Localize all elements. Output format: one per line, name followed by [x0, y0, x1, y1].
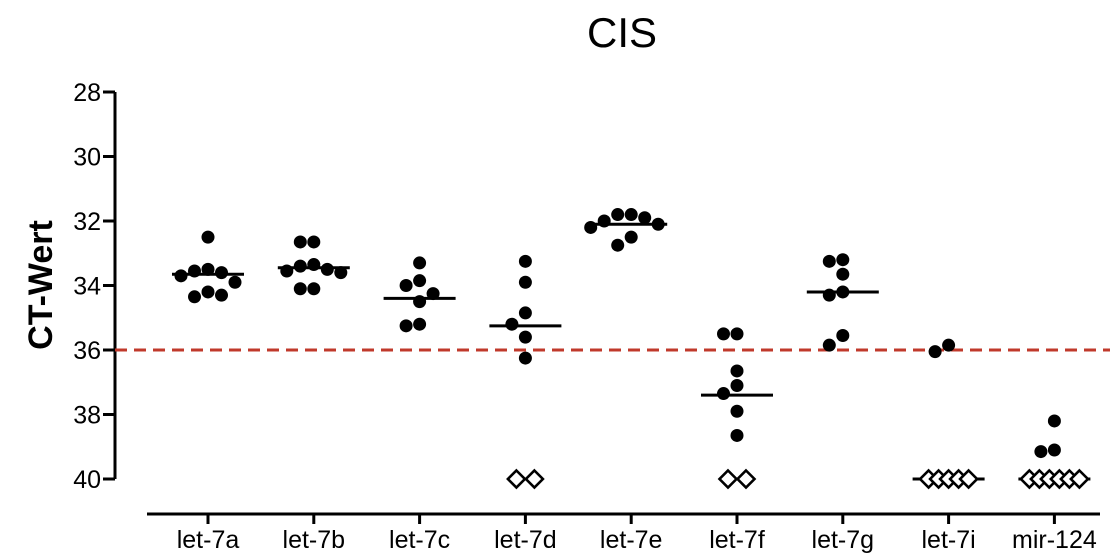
data-point	[399, 319, 413, 333]
data-point	[518, 275, 532, 289]
x-tick-label: mir-124	[1012, 526, 1097, 554]
data-point	[307, 235, 321, 249]
data-point	[836, 285, 850, 299]
data-point	[188, 290, 201, 304]
data-point	[1047, 443, 1061, 457]
data-point	[518, 306, 532, 320]
y-axis-label: CT-Wert	[22, 220, 60, 350]
data-point	[307, 258, 321, 272]
data-point	[201, 285, 215, 299]
data-point	[320, 262, 334, 276]
undetected-point	[506, 468, 527, 490]
data-point	[307, 282, 321, 296]
data-point	[215, 266, 228, 280]
data-point	[822, 254, 836, 268]
data-point	[730, 378, 744, 392]
y-tick-label: 34	[73, 273, 101, 301]
data-point	[717, 327, 730, 341]
data-point	[518, 330, 532, 344]
data-point	[174, 269, 188, 283]
data-point	[293, 235, 307, 249]
data-point	[730, 404, 744, 418]
data-point	[611, 208, 625, 222]
data-point	[836, 253, 850, 267]
undetected-point	[958, 468, 979, 490]
y-tick-label: 30	[73, 144, 101, 172]
data-point	[730, 364, 744, 378]
undetected-point	[717, 468, 739, 490]
data-point	[1047, 414, 1061, 428]
data-point	[822, 338, 836, 352]
x-tick-label: let-7a	[177, 526, 240, 554]
chart-title: CIS	[587, 9, 657, 56]
data-point	[836, 328, 850, 342]
data-point	[215, 288, 228, 302]
axes: 28 30 32 34 36 38 40 let-7a let-7b let-7c let-7d le…	[73, 79, 1100, 554]
x-tick-label: let-7d	[494, 526, 557, 554]
data-point	[730, 428, 744, 442]
y-tick-label: 38	[73, 402, 101, 430]
data-point	[280, 264, 294, 278]
data-point	[201, 262, 215, 276]
data-point	[651, 217, 665, 231]
data-point	[584, 220, 598, 234]
data-point	[1034, 445, 1048, 459]
data-marks	[172, 208, 1091, 490]
data-point	[928, 345, 942, 359]
data-point	[717, 387, 730, 401]
data-point	[413, 274, 427, 288]
data-point	[228, 275, 242, 289]
x-tick-label: let-7b	[283, 526, 346, 554]
data-point	[399, 279, 413, 292]
data-point	[293, 259, 307, 273]
data-point	[597, 214, 611, 228]
data-point	[822, 288, 836, 302]
data-point	[188, 264, 201, 278]
undetected-point	[1069, 468, 1090, 490]
x-tick-label: let-7f	[709, 526, 765, 554]
undetected-point	[735, 468, 757, 490]
data-point	[413, 295, 427, 309]
data-point	[413, 317, 427, 331]
data-point	[426, 287, 440, 301]
undetected-point	[524, 468, 545, 490]
x-tick-label: let-7g	[812, 526, 875, 554]
data-point	[624, 230, 638, 244]
data-point	[638, 211, 652, 225]
data-point	[413, 256, 427, 270]
data-point	[624, 208, 638, 222]
data-point	[334, 266, 348, 280]
x-tick-label: let-7e	[600, 526, 663, 554]
data-point	[942, 338, 956, 352]
data-point	[201, 230, 215, 244]
data-point	[611, 238, 625, 252]
data-point	[518, 351, 532, 365]
data-point	[730, 327, 744, 341]
data-point	[293, 282, 307, 296]
x-tick-label: let-7i	[922, 526, 976, 554]
data-point	[836, 267, 850, 281]
x-tick-label: let-7c	[389, 526, 450, 554]
data-point	[505, 317, 519, 331]
y-tick-label: 40	[73, 466, 101, 494]
y-tick-label: 32	[73, 208, 101, 236]
data-point	[518, 254, 532, 268]
y-tick-label: 28	[73, 79, 101, 107]
y-tick-label: 36	[73, 337, 101, 365]
